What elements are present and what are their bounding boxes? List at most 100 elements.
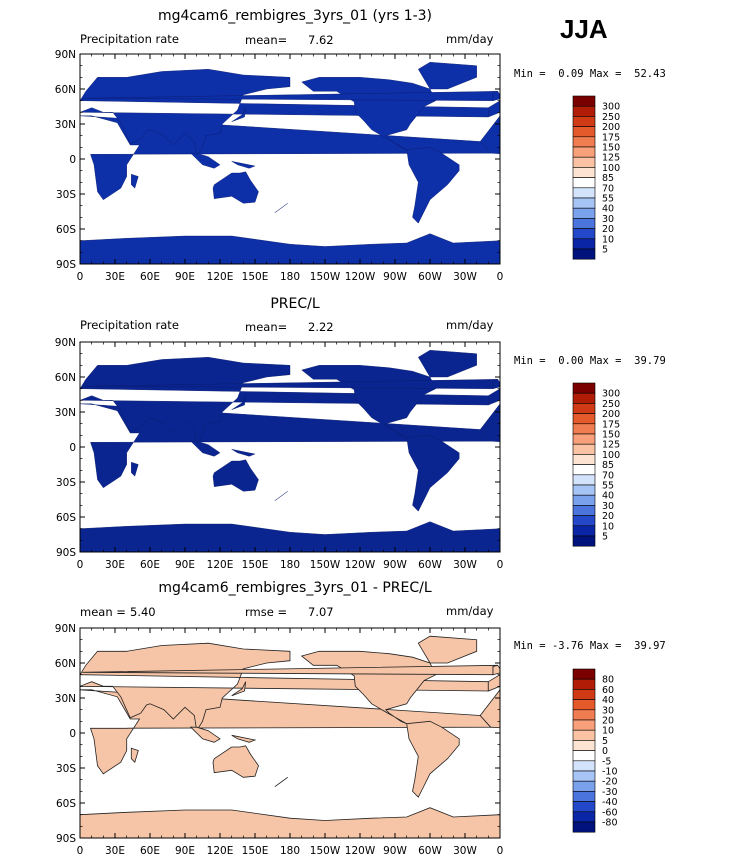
y-tick-label: 60S: [56, 224, 76, 236]
colorbar-label: 60: [602, 685, 614, 696]
y-tick-label: 30S: [56, 477, 76, 489]
panel-2-units: mm/day: [446, 318, 494, 332]
x-tick-label: 180: [280, 559, 300, 571]
y-tick-label: 90S: [56, 259, 76, 271]
panel-1-title: mg4cam6_rembigres_3yrs_01 (yrs 1-3): [157, 8, 433, 24]
colorbar-swatch: [572, 218, 596, 229]
colorbar-label: -10: [602, 767, 618, 778]
colorbar-label: 150: [602, 430, 620, 441]
panel-3-minmax: Min = -3.76 Max = 39.97: [514, 640, 666, 652]
colorbar-label: 10: [602, 726, 614, 737]
x-tick-label: 180: [280, 845, 300, 857]
colorbar-swatch: [572, 750, 596, 762]
panel-2-variable-label: Precipitation rate: [80, 318, 179, 332]
colorbar-label: 70: [602, 470, 614, 481]
colorbar-label: 30: [602, 214, 614, 225]
land-fill-group: [80, 635, 500, 838]
panel-1-units: mm/day: [446, 32, 494, 46]
obs-precip-land: [212, 459, 259, 492]
colorbar-swatch: [572, 709, 596, 721]
x-tick-label: 150E: [242, 271, 269, 283]
obs-precip-land: [274, 491, 288, 501]
diff-precip-land: [479, 689, 500, 729]
colorbar-label: 40: [602, 695, 614, 706]
diff-precip-land: [80, 807, 500, 838]
panel-2-title: PREC/L: [270, 296, 320, 312]
obs-precip-land: [80, 521, 500, 552]
map-panel-3: 0 30E 60E 90E 120E 150E 180 150W 120W 90W 60W 30W 09…: [55, 623, 504, 857]
colorbar-swatch: [572, 525, 596, 537]
colorbar-label: 200: [602, 122, 620, 133]
x-tick-label: 150W: [310, 845, 341, 857]
x-tick-label: 0: [497, 845, 504, 857]
x-tick-label: 90E: [175, 271, 195, 283]
x-tick-label: 30W: [453, 559, 477, 571]
colorbar-swatch: [572, 770, 596, 782]
diff-precip-land: [80, 689, 492, 775]
colorbar-swatch: [572, 197, 596, 209]
y-tick-label: 30N: [55, 407, 76, 419]
panel-3-rmse-value: 7.07: [308, 605, 334, 619]
colorbar-label: 30: [602, 705, 614, 716]
y-tick-label: 60N: [55, 84, 76, 96]
obs-precip-land: [406, 435, 460, 512]
x-tick-label: 30W: [453, 845, 477, 857]
season-label: JJA: [560, 14, 608, 44]
model-precip-land: [131, 173, 139, 189]
panel-3-min-value: -3.76: [551, 640, 584, 652]
model-precip-land: [80, 68, 489, 158]
colorbar-swatch: [572, 689, 596, 700]
colorbar-swatch: [572, 95, 596, 107]
diff-precip-land: [492, 664, 500, 676]
colorbar-label: 200: [602, 409, 620, 420]
colorbar-label: 85: [602, 460, 614, 471]
x-tick-label: 60W: [418, 559, 442, 571]
model-precip-land: [80, 115, 492, 201]
panel-3-max-value: 39.97: [634, 640, 666, 652]
x-tick-label: 0: [77, 271, 84, 283]
panel-1-mean-value: 7.62: [308, 33, 334, 47]
colorbar-swatch: [572, 484, 596, 496]
land-fill-group: [80, 349, 500, 552]
x-tick-label: 0: [77, 845, 84, 857]
x-tick-label: 30W: [453, 271, 477, 283]
model-precip-land: [231, 107, 246, 122]
diff-precip-land: [274, 776, 288, 788]
x-tick-label: 30E: [105, 845, 125, 857]
x-tick-label: 120W: [345, 559, 376, 571]
land-fill-group: [80, 61, 500, 264]
panel-3-mean-label: mean =: [80, 605, 126, 619]
colorbar-label: 70: [602, 183, 614, 194]
colorbar-swatch: [572, 146, 596, 158]
model-precip-land: [80, 233, 500, 264]
colorbar-swatch: [572, 678, 596, 690]
colorbar-label: 10: [602, 521, 614, 532]
x-tick-label: 30E: [105, 271, 125, 283]
x-tick-label: 150W: [310, 271, 341, 283]
colorbar-label: 20: [602, 511, 614, 522]
panel-2-mean-label: mean=: [245, 320, 288, 334]
x-tick-label: 150E: [242, 845, 269, 857]
colorbar-label: 300: [602, 102, 620, 113]
x-tick-label: 120W: [345, 271, 376, 283]
panel-1-variable-label: Precipitation rate: [80, 32, 179, 46]
panel-3-rmse-label: rmse =: [245, 605, 288, 619]
diff-precip-land: [487, 673, 500, 692]
colorbar-label: 55: [602, 194, 614, 205]
colorbar-label: 85: [602, 173, 614, 184]
x-tick-label: 90E: [175, 845, 195, 857]
panel-1-max-label: Max =: [589, 68, 622, 80]
x-tick-label: 90E: [175, 559, 195, 571]
colorbar-label: 5: [602, 532, 608, 543]
colorbar-swatch: [572, 167, 596, 178]
x-tick-label: 60E: [140, 845, 160, 857]
diff-precip-land: [231, 681, 247, 697]
x-tick-label: 60E: [140, 271, 160, 283]
y-tick-label: 90S: [56, 547, 76, 559]
colorbar-label: 125: [602, 440, 620, 451]
panel-2-min-label: Min =: [514, 355, 546, 367]
colorbar-swatch: [572, 116, 596, 127]
panel-1-minmax: Min = 0.09 Max = 52.43: [514, 68, 666, 80]
colorbar-swatch: [572, 719, 596, 731]
